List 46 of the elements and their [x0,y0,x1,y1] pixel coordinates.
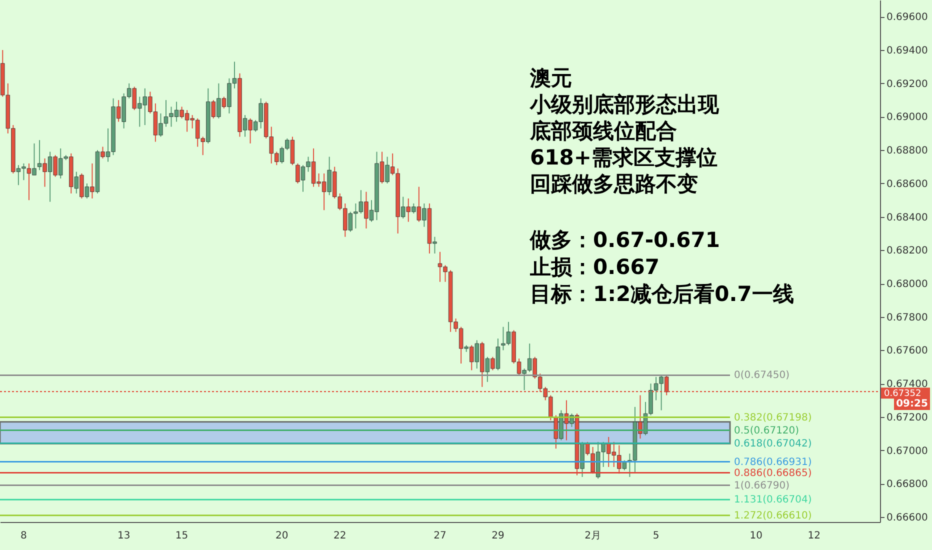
annotation: 止损：0.667 [529,255,660,279]
y-tick-label: 0.67400 [886,379,928,390]
x-tick-label: 22 [334,530,346,542]
y-tick-label: 0.69200 [886,78,928,90]
x-tick-label: 5 [652,530,660,542]
y-tick-label: 0.68000 [886,279,928,290]
y-tick-label: 0.68200 [886,246,928,257]
x-tick-label: 12 [808,530,820,542]
y-tick-label: 0.69400 [886,46,928,57]
ref-line-label: 0.382(0.67198) [734,412,812,424]
x-tick-label: 2月 [584,530,601,542]
y-tick-label: 0.66600 [886,512,928,524]
y-tick-label: 0.69000 [886,112,928,124]
annotation: 小级别底部形态出现 [529,92,720,116]
y-tick-label: 0.67200 [886,412,928,424]
y-tick-label: 0.66800 [886,479,928,490]
ref-line-label: 0.786(0.66931) [734,456,812,468]
ref-line-label: 0.886(0.66865) [734,468,812,479]
y-tick-label: 0.67000 [886,446,928,457]
y-tick-label: 0.68400 [886,212,928,224]
annotation: 底部颈线位配合 [529,119,677,143]
text: 09:25 [896,398,928,410]
y-tick-label: 0.67800 [886,312,928,324]
ref-line-label: 0(0.67450) [734,370,790,382]
ref-line-label: 0.67352 [884,389,922,400]
ref-line-label: 1.131(0.66704) [734,494,812,506]
x-tick-label: 15 [175,530,188,542]
x-tick-label: 29 [492,530,504,542]
ref-line-label: 0.5(0.67120) [734,425,800,436]
x-tick-label: 20 [276,530,288,542]
ref-line-label: 1.272(0.66610) [734,510,812,522]
y-tick-label: 0.69600 [886,12,928,24]
y-tick-label: 0.68600 [886,178,928,190]
annotation: 618+需求区支撑位 [530,146,718,170]
annotation: 做多：0.67-0.671 [529,228,720,252]
ref-line-label: 1(0.66790) [734,480,790,492]
x-tick-label: 10 [750,530,763,542]
annotation: 回踩做多思路不变 [530,172,698,196]
y-tick-label: 0.68800 [886,146,928,157]
annotation: 目标：1:2减仓后看0.7一线 [530,282,794,306]
ref-line-label: 0.618(0.67042) [734,438,812,450]
x-tick-label: 27 [434,530,446,542]
x-tick-label: 13 [117,530,130,542]
y-tick-label: 0.67600 [886,346,928,357]
x-tick-label: 8 [20,530,27,542]
annotation: 澳元 [529,66,572,90]
